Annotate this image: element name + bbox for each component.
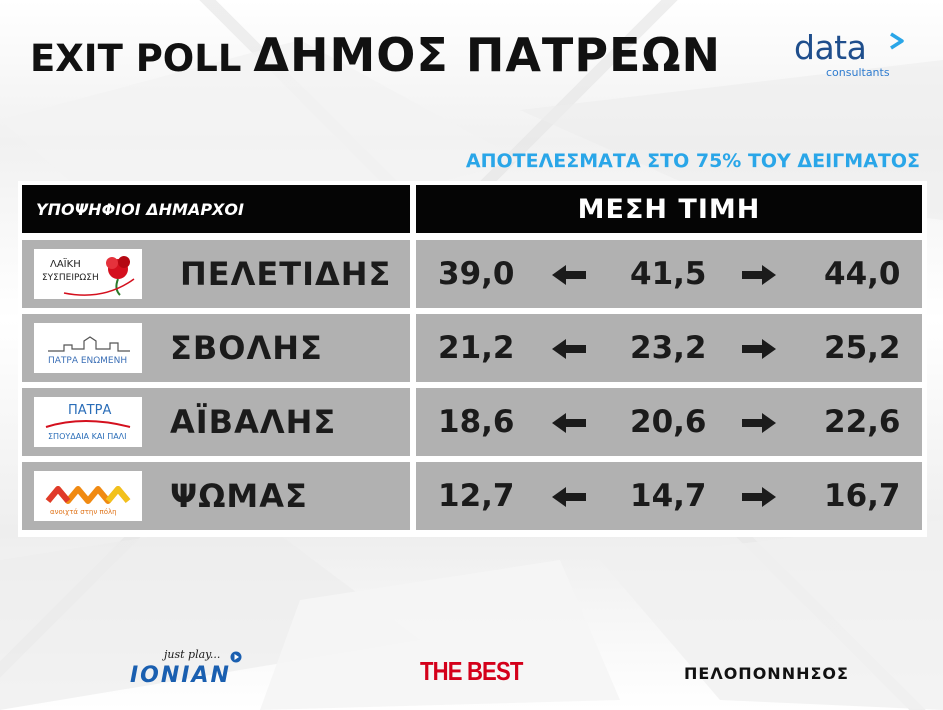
arrow-left-icon <box>552 339 586 359</box>
value-high: 44,0 <box>824 256 901 292</box>
party-logo-text: ΛΑΪΚΗ <box>50 259 81 270</box>
value-low: 18,6 <box>438 404 515 440</box>
party-logo-text: ΣΠΟΥΔΑΙΑ ΚΑΙ ΠΑΛΙ <box>48 432 127 441</box>
arrow-right-icon <box>742 413 776 433</box>
brand-sub: consultants <box>826 66 890 79</box>
value-low: 21,2 <box>438 330 515 366</box>
table-row: ΠΑΤΡΑ ΕΝΩΜΕΝΗ ΣΒΟΛΗΣ <box>22 314 410 382</box>
party-logo-patra-spoudaia: ΠΑΤΡΑ ΣΠΟΥΔΑΙΑ ΚΑΙ ΠΑΛΙ <box>34 397 142 447</box>
value-low: 12,7 <box>438 478 515 514</box>
table-row-values: 21,2 23,2 25,2 <box>416 314 922 382</box>
value-high: 22,6 <box>824 404 901 440</box>
city-skyline-icon <box>48 336 130 352</box>
candidate-name: ΠΕΛΕΤΙΔΗΣ <box>180 255 392 293</box>
candidate-name: ΨΩΜΑΣ <box>170 477 308 515</box>
arrow-left-icon <box>552 487 586 507</box>
value-mid: 20,6 <box>630 404 707 440</box>
table-row-values: 12,7 14,7 16,7 <box>416 462 922 530</box>
flower-icon <box>63 256 135 296</box>
title-exit-poll: EXIT POLL <box>30 37 242 80</box>
party-logo-text: ΠΑΤΡΑ <box>68 403 112 418</box>
table-row-values: 18,6 20,6 22,6 <box>416 388 922 456</box>
value-high: 16,7 <box>824 478 901 514</box>
ionian-logo: just play... IONIAN <box>130 648 260 694</box>
party-logo-text: ΣΥΣΠΕΙΡΩΣΗ <box>42 273 99 283</box>
table-row: ΛΑΪΚΗ ΣΥΣΠΕΙΡΩΣΗ ΠΕΛΕΤΙΔΗΣ <box>22 240 410 308</box>
value-high: 25,2 <box>824 330 901 366</box>
brand-word: data <box>794 28 867 67</box>
brand-arrow-icon <box>890 32 904 50</box>
peloponnisos-logo: ΠΕΛΟΠΟΝΝΗΣΟΣ <box>684 664 849 683</box>
party-logo-laiki: ΛΑΪΚΗ ΣΥΣΠΕΙΡΩΣΗ <box>34 249 142 299</box>
header-average: ΜΕΣΗ ΤΙΜΗ <box>416 185 922 233</box>
arrow-right-icon <box>742 339 776 359</box>
header-candidates: ΥΠΟΨΗΦΙΟΙ ΔΗΜΑΡΧΟΙ <box>22 185 410 233</box>
page-title: EXIT POLL ΔΗΜΟΣ ΠΑΤΡΕΩΝ <box>30 28 721 88</box>
party-logo-text: ΠΑΤΡΑ ΕΝΩΜΕΝΗ <box>48 356 128 366</box>
party-logo-text: ανοιχτά στην πόλη <box>50 508 117 516</box>
party-logo-patra-enomeni: ΠΑΤΡΑ ΕΝΩΜΕΝΗ <box>34 323 142 373</box>
arrow-right-icon <box>742 487 776 507</box>
value-low: 39,0 <box>438 256 515 292</box>
swoosh-icon <box>45 420 131 428</box>
value-mid: 41,5 <box>630 256 707 292</box>
arrow-left-icon <box>552 413 586 433</box>
table-row: ανοιχτά στην πόλη ΨΩΜΑΣ <box>22 462 410 530</box>
value-mid: 14,7 <box>630 478 707 514</box>
the-best-logo: THE BEST <box>420 656 523 686</box>
candidate-name: ΑΪΒΑΛΗΣ <box>170 403 337 441</box>
arrow-left-icon <box>552 265 586 285</box>
ionian-wordmark: IONIAN <box>130 663 231 688</box>
ionian-tagline: just play... <box>164 648 221 661</box>
candidate-name: ΣΒΟΛΗΣ <box>170 329 323 367</box>
party-logo-anoixta: ανοιχτά στην πόλη <box>34 471 142 521</box>
arrow-right-icon <box>742 265 776 285</box>
title-municipality: ΔΗΜΟΣ ΠΑΤΡΕΩΝ <box>253 28 722 82</box>
zigzag-icon <box>45 486 131 504</box>
table-row-values: 39,0 41,5 44,0 <box>416 240 922 308</box>
data-consultants-logo: data consultants <box>794 28 914 84</box>
value-mid: 23,2 <box>630 330 707 366</box>
table-row: ΠΑΤΡΑ ΣΠΟΥΔΑΙΑ ΚΑΙ ΠΑΛΙ ΑΪΒΑΛΗΣ <box>22 388 410 456</box>
results-subtitle: ΑΠΟΤΕΛΕΣΜΑΤΑ ΣΤΟ 75% ΤΟΥ ΔΕΙΓΜΑΤΟΣ <box>465 150 920 172</box>
play-icon <box>230 651 242 663</box>
